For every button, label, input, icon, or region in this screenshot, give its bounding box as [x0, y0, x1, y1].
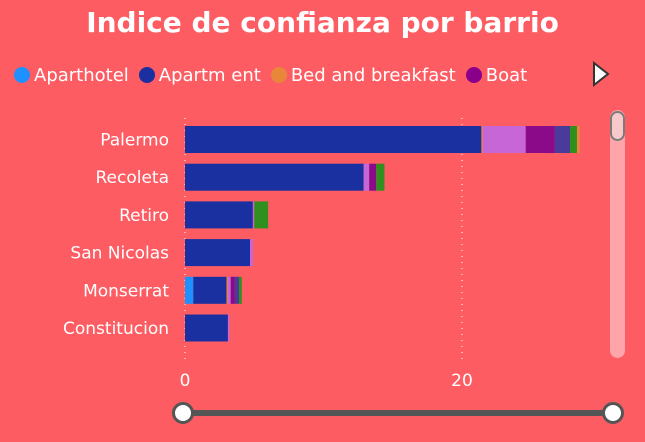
bar-segment[interactable] [226, 276, 228, 304]
legend-swatch-icon [465, 67, 482, 83]
legend-item-aparthotel[interactable]: Aparthotel [14, 65, 129, 86]
bar-segment[interactable] [570, 126, 577, 153]
legend: Aparthotel Apartm ent Bed and breakfast … [14, 62, 531, 88]
bar-segment[interactable] [576, 126, 580, 153]
category-label: Recoleta [95, 168, 169, 188]
legend-label: Boat [485, 64, 528, 86]
chart-title: Indice de confianza por barrio [86, 6, 559, 39]
bar-segment[interactable] [239, 276, 242, 304]
legend-item-boat[interactable]: Boat [465, 64, 528, 86]
legend-swatch-icon [138, 67, 155, 83]
bar-segment[interactable] [185, 276, 194, 304]
x-tick-label: 20 [451, 371, 473, 391]
category-label: Retiro [119, 206, 169, 226]
category-label: Palermo [100, 131, 169, 151]
legend-item-bed-and-breakfast[interactable]: Bed and breakfast [270, 64, 456, 86]
bar-segment[interactable] [185, 239, 251, 267]
legend-label: Aparthotel [34, 64, 129, 86]
vertical-scrollbar[interactable] [610, 110, 625, 358]
bar-segment[interactable] [185, 126, 482, 153]
bar-segment[interactable] [185, 201, 253, 229]
bar-segment[interactable] [227, 314, 230, 342]
range-slider-end-handle[interactable] [602, 402, 624, 424]
scrollbar-thumb[interactable] [610, 111, 625, 141]
bar-segment[interactable] [482, 126, 526, 153]
bar-segment[interactable] [363, 163, 370, 191]
category-label: San Nicolas [70, 244, 169, 264]
legend-swatch-icon [270, 67, 287, 83]
bar-segment[interactable] [230, 276, 235, 304]
bar-segment[interactable] [254, 201, 269, 229]
bar-segment[interactable] [369, 163, 377, 191]
category-label: Constitucion [63, 319, 169, 339]
category-label: Monserrat [83, 281, 169, 301]
bar-segment[interactable] [525, 126, 555, 153]
legend-label: Bed and breakfast [290, 64, 456, 86]
bar-segment[interactable] [252, 201, 255, 229]
legend-item-apartment[interactable]: Apartm ent [138, 64, 261, 86]
legend-swatch-icon [14, 67, 30, 83]
bar-segment[interactable] [227, 276, 231, 304]
bar-segment[interactable] [481, 126, 483, 153]
bar-segment[interactable] [250, 239, 253, 267]
bar-segment[interactable] [193, 276, 227, 304]
play-arrow-icon[interactable] [588, 60, 614, 88]
bar-segment[interactable] [185, 314, 228, 342]
bar-segment[interactable] [185, 163, 364, 191]
range-slider-start-handle[interactable] [172, 402, 194, 424]
bar-segment[interactable] [376, 163, 385, 191]
range-slider-track[interactable] [183, 410, 613, 416]
bar-segment[interactable] [234, 276, 240, 304]
legend-label: Apartm ent [158, 64, 261, 86]
x-tick-label: 0 [180, 371, 191, 391]
bar-segment[interactable] [554, 126, 571, 153]
